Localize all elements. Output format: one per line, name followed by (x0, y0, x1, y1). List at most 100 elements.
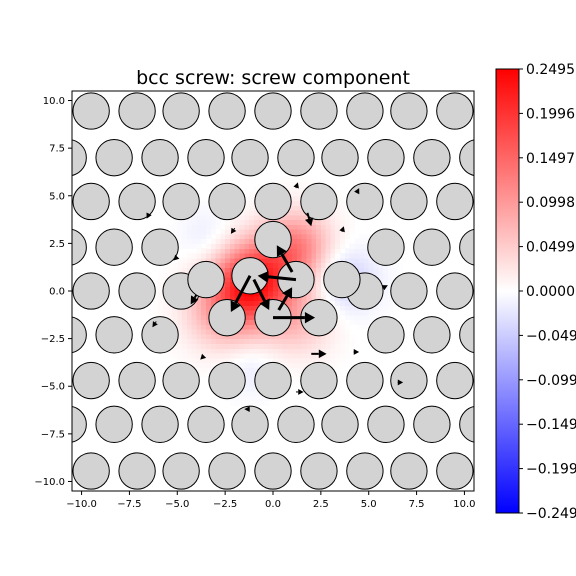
heat-cell (239, 348, 245, 354)
heat-cell (220, 338, 226, 345)
heat-cell (363, 324, 370, 330)
heat-cell (292, 200, 298, 206)
heat-cell (316, 262, 322, 268)
heat-cell (344, 233, 351, 240)
heat-cell (296, 343, 303, 349)
heat-cell (182, 338, 188, 345)
heat-cell (282, 214, 288, 221)
heat-cell (201, 300, 207, 306)
heat-cell (177, 219, 183, 225)
heat-cell (225, 291, 231, 297)
heat-cell (249, 214, 255, 221)
heat-cell (292, 319, 298, 325)
heat-cell (201, 233, 207, 240)
heat-cell (287, 362, 293, 368)
heat-cell (335, 219, 341, 225)
heat-cell (320, 262, 327, 268)
displacement-arrow (257, 271, 297, 283)
heat-cell (244, 352, 250, 359)
heat-cell (311, 295, 317, 302)
heat-cell (153, 295, 159, 302)
heat-cell (368, 310, 375, 316)
y-axis: −10.0 −7.5 −5.0 −2.5 0.0 2.5 5.0 7.5 10.0 (34, 96, 72, 488)
heat-cell (335, 352, 341, 359)
heat-cell (225, 348, 231, 354)
atom (413, 138, 451, 177)
heat-cell (330, 338, 336, 345)
heat-cell (335, 252, 341, 259)
heat-cell (325, 348, 332, 354)
heat-cell (359, 324, 365, 330)
heat-cell (340, 348, 346, 354)
heat-cell (215, 338, 221, 345)
heat-cell (277, 176, 284, 183)
heat-cell (320, 343, 327, 349)
heat-cell (167, 224, 174, 230)
heat-cell (330, 243, 336, 249)
heat-cell (182, 310, 188, 316)
heat-cell (182, 348, 188, 354)
heat-cell (234, 233, 241, 240)
heat-cell (282, 219, 288, 225)
heat-cell (344, 357, 351, 364)
x-tick-label: 2.5 (313, 499, 329, 510)
heat-cell (249, 300, 255, 306)
heat-cell (196, 300, 202, 306)
heat-cell (268, 267, 274, 273)
heat-cell (296, 195, 303, 202)
heat-cell (325, 243, 332, 249)
heat-cell (282, 357, 288, 364)
heat-cell (215, 248, 221, 254)
arrow-head (282, 287, 293, 299)
heat-cell (301, 295, 308, 302)
heat-cell (335, 333, 341, 340)
heat-cell (162, 310, 169, 316)
heat-cell (306, 229, 312, 235)
heat-cell (320, 357, 327, 364)
heat-cell (349, 243, 355, 249)
heat-cell (229, 338, 236, 345)
heat-cell (253, 219, 260, 225)
heat-cell (206, 338, 212, 345)
heat-cell (210, 238, 217, 245)
heat-cell (359, 252, 365, 259)
heat-cell (201, 348, 207, 354)
displacement-arrow (397, 379, 404, 386)
heat-cell (253, 295, 260, 302)
atom (346, 92, 384, 130)
heat-cell (296, 371, 303, 378)
heat-cell (320, 248, 327, 254)
displacement-arrow (293, 182, 299, 189)
heat-cell (287, 329, 293, 335)
heat-cell (316, 286, 322, 292)
heat-cell (177, 262, 183, 268)
heat-cell (349, 252, 355, 259)
heat-cell (325, 343, 332, 349)
heat-cell (273, 343, 279, 349)
atom (436, 92, 474, 130)
heat-cell (177, 224, 183, 230)
heat-cell (292, 176, 298, 183)
heat-cell (330, 252, 336, 259)
heat-cell (387, 310, 394, 316)
heat-cell (373, 262, 379, 268)
heat-cell (306, 338, 312, 345)
heat-cell (249, 305, 255, 311)
heat-cell (359, 243, 365, 249)
heat-cell (263, 343, 269, 349)
heat-cell (340, 310, 346, 316)
heat-cell (363, 238, 370, 245)
heat-cell (249, 362, 255, 368)
heat-cell (225, 243, 231, 249)
heat-cell (349, 224, 355, 230)
heat-cell (201, 200, 207, 206)
heat-cell (244, 238, 250, 245)
heat-cell (191, 224, 198, 230)
atom (208, 452, 246, 490)
heat-cell (244, 191, 250, 197)
heat-cell (158, 300, 164, 306)
displacement-arrow (152, 321, 158, 328)
heat-cell (206, 233, 212, 240)
heat-cell (368, 319, 375, 325)
heat-cell (229, 286, 236, 292)
